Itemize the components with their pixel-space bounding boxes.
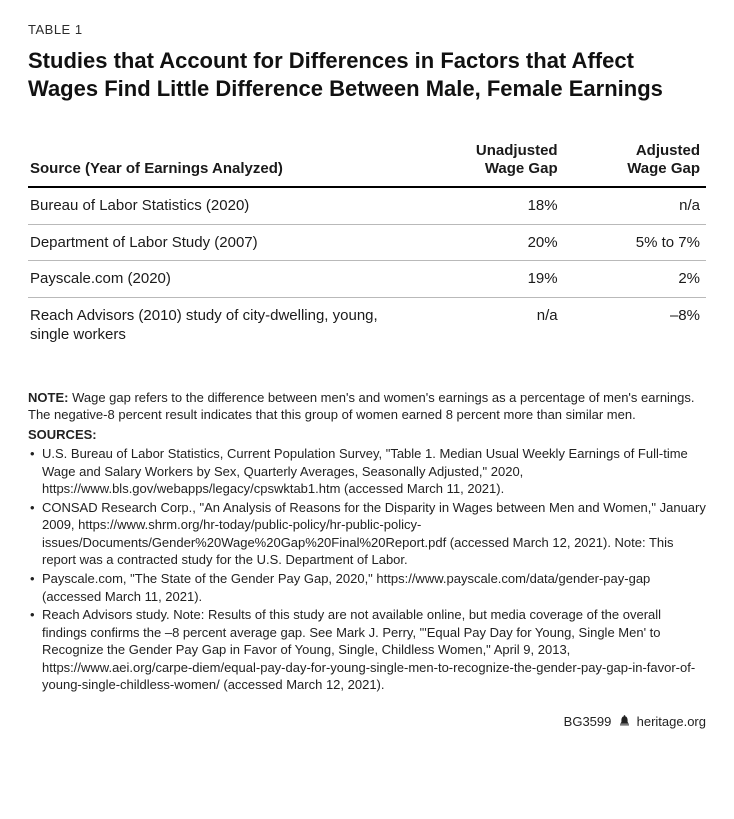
cell-adjusted: 2%	[564, 261, 706, 298]
source-item: U.S. Bureau of Labor Statistics, Current…	[42, 445, 706, 498]
cell-source: Department of Labor Study (2007)	[28, 224, 421, 261]
cell-unadjusted: 20%	[421, 224, 563, 261]
cell-unadjusted: 19%	[421, 261, 563, 298]
col-header-adjusted-l2: Wage Gap	[627, 160, 700, 177]
source-item: Payscale.com, "The State of the Gender P…	[42, 570, 706, 605]
col-header-adjusted-l1: Adjusted	[636, 142, 700, 159]
wage-gap-table: Source (Year of Earnings Analyzed) Unadj…	[28, 134, 706, 353]
cell-source: Reach Advisors (2010) study of city-dwel…	[28, 297, 421, 353]
sources-label: SOURCES:	[28, 427, 97, 442]
table-label: TABLE 1	[28, 22, 706, 37]
col-header-unadjusted: Unadjusted Wage Gap	[421, 134, 563, 187]
col-header-source: Source (Year of Earnings Analyzed)	[28, 134, 421, 187]
table-row: Bureau of Labor Statistics (2020) 18% n/…	[28, 187, 706, 224]
footer-site: heritage.org	[637, 714, 706, 729]
cell-source: Payscale.com (2020)	[28, 261, 421, 298]
footer: BG3599 heritage.org	[28, 714, 706, 730]
col-header-adjusted: Adjusted Wage Gap	[564, 134, 706, 187]
table-row: Reach Advisors (2010) study of city-dwel…	[28, 297, 706, 353]
cell-adjusted: n/a	[564, 187, 706, 224]
sources-list: U.S. Bureau of Labor Statistics, Current…	[28, 445, 706, 694]
note-line: NOTE: Wage gap refers to the difference …	[28, 389, 706, 424]
note-label: NOTE:	[28, 390, 68, 405]
note-text: Wage gap refers to the difference betwee…	[28, 390, 695, 423]
table-header-row: Source (Year of Earnings Analyzed) Unadj…	[28, 134, 706, 187]
col-header-unadjusted-l2: Wage Gap	[485, 160, 558, 177]
source-item: CONSAD Research Corp., "An Analysis of R…	[42, 499, 706, 569]
cell-adjusted: 5% to 7%	[564, 224, 706, 261]
sources-label-line: SOURCES:	[28, 426, 706, 444]
footer-code: BG3599	[564, 714, 612, 729]
cell-adjusted: –8%	[564, 297, 706, 353]
source-item: Reach Advisors study. Note: Results of t…	[42, 606, 706, 694]
col-header-unadjusted-l1: Unadjusted	[476, 142, 558, 159]
page-title: Studies that Account for Differences in …	[28, 47, 706, 102]
cell-unadjusted: 18%	[421, 187, 563, 224]
cell-unadjusted: n/a	[421, 297, 563, 353]
table-row: Department of Labor Study (2007) 20% 5% …	[28, 224, 706, 261]
notes-block: NOTE: Wage gap refers to the difference …	[28, 389, 706, 694]
bell-icon	[619, 715, 630, 730]
table-row: Payscale.com (2020) 19% 2%	[28, 261, 706, 298]
cell-source: Bureau of Labor Statistics (2020)	[28, 187, 421, 224]
